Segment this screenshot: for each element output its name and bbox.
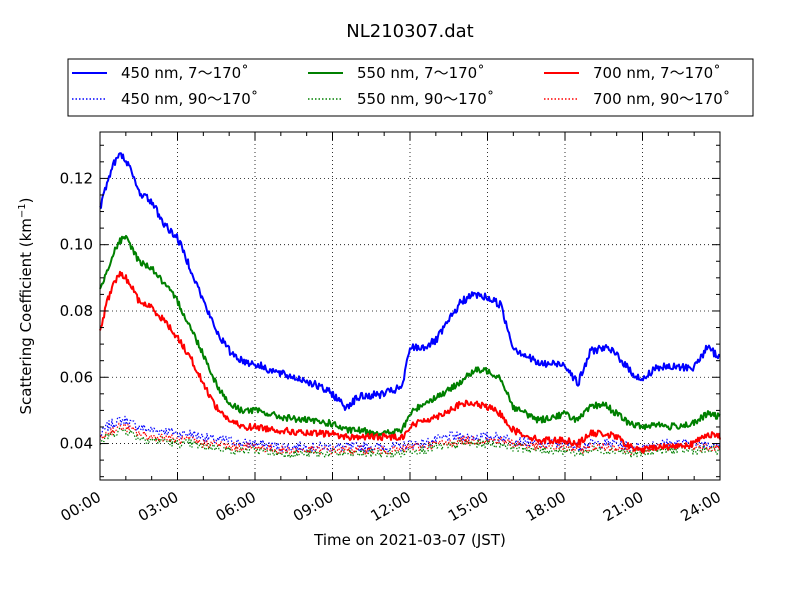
legend-label: 450 nm, 7～170˚ xyxy=(121,64,249,82)
legend-label: 700 nm, 7～170˚ xyxy=(593,64,721,82)
y-axis-label-superscript: −1 xyxy=(17,203,28,218)
y-tick-label: 0.04 xyxy=(60,435,93,453)
legend-label: 450 nm, 90～170˚ xyxy=(121,90,258,108)
series-layer xyxy=(99,152,721,459)
x-tick-label: 09:00 xyxy=(290,488,336,525)
legend: 450 nm, 7～170˚ 550 nm, 7～170˚ 700 nm, 7～17… xyxy=(67,58,754,117)
y-tick-label: 0.06 xyxy=(60,368,93,386)
legend-label: 700 nm, 90～170˚ xyxy=(593,90,730,108)
legend-frame xyxy=(67,58,754,117)
x-tick-label: 18:00 xyxy=(523,488,569,525)
x-tick-label: 00:00 xyxy=(58,488,104,525)
x-tick-label: 06:00 xyxy=(213,488,259,525)
series-line-5 xyxy=(99,422,721,456)
x-axis-label: Time on 2021-03-07 (JST) xyxy=(313,531,506,549)
series-line-4 xyxy=(99,270,721,453)
x-tick-label: 24:00 xyxy=(678,488,724,525)
y-tick-label: 0.12 xyxy=(60,169,93,187)
y-axis-label: Scattering Coefficient (km−1) xyxy=(17,197,35,414)
y-tick-label: 0.10 xyxy=(60,236,93,254)
series-line-1 xyxy=(99,415,721,453)
ticks: 00:00 03:00 06:00 09:00 12:00 15:00 18:00 21:00… xyxy=(58,132,724,525)
x-tick-label: 12:00 xyxy=(368,488,414,525)
series-line-2 xyxy=(99,234,721,438)
series-line-0 xyxy=(99,152,721,411)
x-tick-label: 21:00 xyxy=(600,488,646,525)
legend-label: 550 nm, 90～170˚ xyxy=(357,90,494,108)
y-axis-label-close: ) xyxy=(17,197,35,203)
x-tick-label: 15:00 xyxy=(445,488,491,525)
y-tick-label: 0.08 xyxy=(60,302,93,320)
chart-title: NL210307.dat xyxy=(346,21,473,42)
y-axis-label-main: Scattering Coefficient (km xyxy=(17,218,35,414)
x-tick-label: 03:00 xyxy=(135,488,181,525)
legend-label: 550 nm, 7～170˚ xyxy=(357,64,485,82)
grid xyxy=(100,132,720,480)
